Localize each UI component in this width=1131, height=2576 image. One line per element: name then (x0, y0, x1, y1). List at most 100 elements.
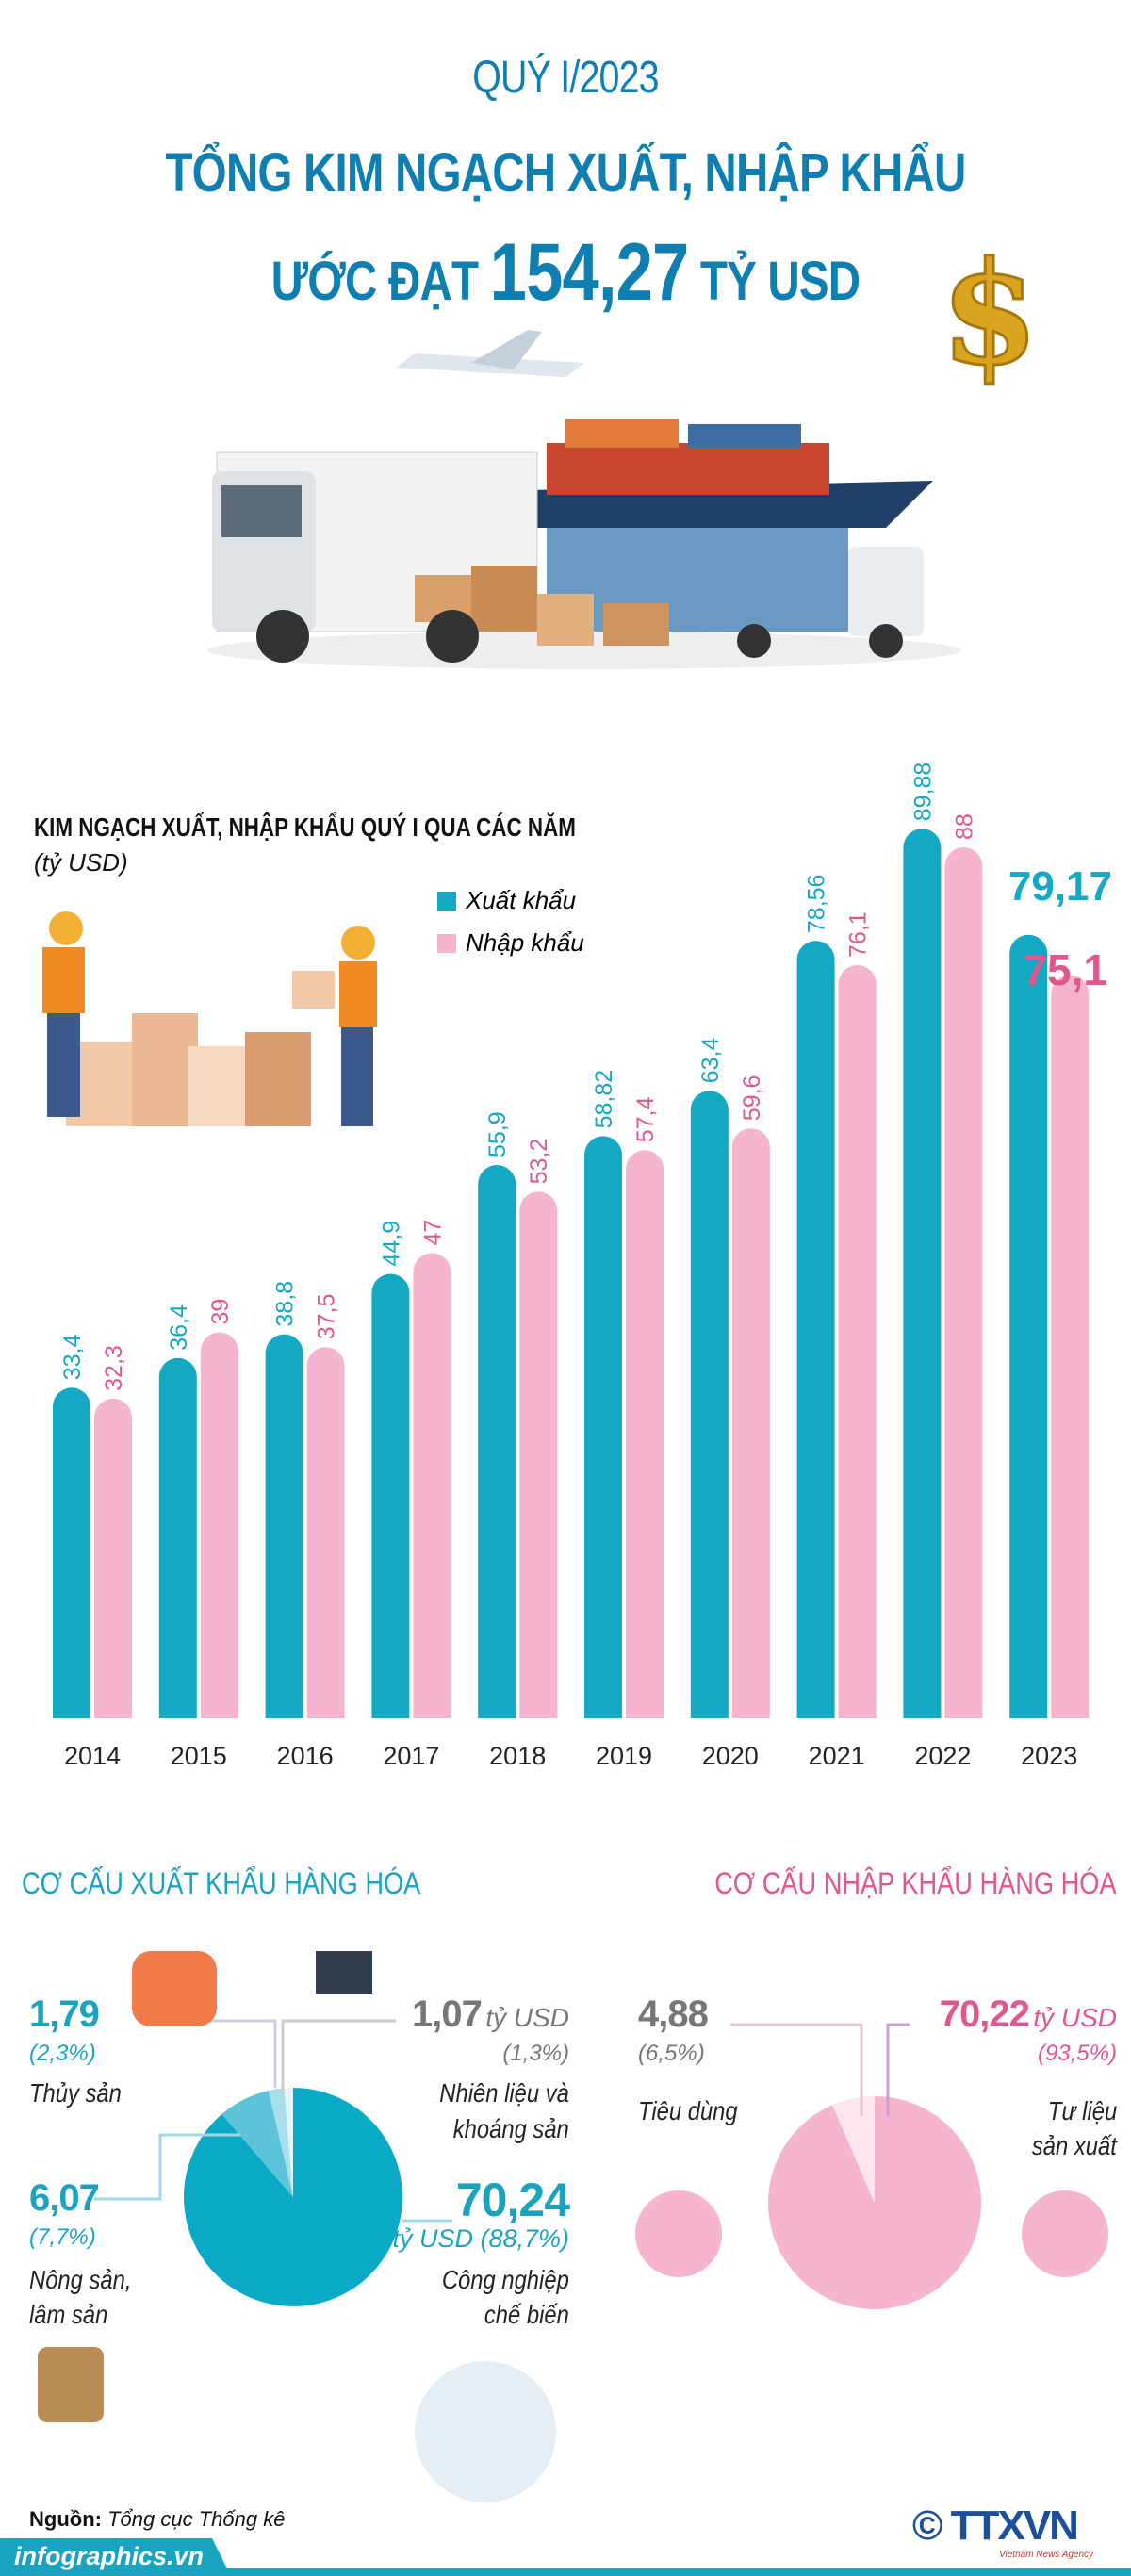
site-band (0, 2538, 231, 2576)
seafood-value: 1,79 (29, 1994, 100, 2035)
legend-swatch-export (437, 892, 456, 911)
chart-unit: (tỷ USD) (34, 848, 128, 877)
agri-label-1: Nông sản, (29, 2265, 132, 2294)
data-label: 55,9 (484, 1111, 511, 1157)
x-tick-label: 2021 (809, 1742, 865, 1770)
site-name[interactable]: infographics.vn (14, 2542, 205, 2570)
bar-export-2021 (796, 941, 835, 1718)
export-pie-slice-0 (184, 2088, 403, 2306)
data-label: 53,2 (526, 1139, 552, 1185)
import-pie-slice-0 (767, 2096, 981, 2309)
bar-export-2020 (690, 1091, 729, 1718)
bar-import-2017 (413, 1253, 451, 1718)
data-label: 76,1 (845, 911, 872, 958)
bar-export-2022 (903, 829, 942, 1718)
data-label: 79,17 (1008, 863, 1112, 910)
data-label: 57,4 (632, 1097, 659, 1143)
data-label: 88 (951, 813, 977, 840)
x-tick-label: 2019 (596, 1742, 652, 1770)
wood-rice-icon (38, 2347, 104, 2422)
export-pie-slice-1 (221, 2090, 293, 2197)
manufacturing-label-2: chế biến (484, 2300, 569, 2329)
period-label: QUÝ I/2023 (472, 53, 659, 103)
workers-illustration (42, 911, 377, 1126)
data-label: 59,6 (739, 1075, 765, 1122)
export-pie-slice-2 (268, 2088, 293, 2197)
import-pie-slice-1 (832, 2096, 875, 2203)
x-tick-label: 2022 (914, 1742, 971, 1770)
fuel-label-2: khoáng sản (452, 2114, 569, 2143)
data-label: 36,4 (166, 1304, 192, 1351)
consumer-label: Tiêu dùng (638, 2096, 738, 2125)
legend-swatch-import (437, 934, 456, 953)
shopping-cart-icon (635, 2190, 722, 2277)
footer-band (0, 2568, 1131, 2576)
x-tick-label: 2018 (489, 1742, 546, 1770)
bar-export-2016 (265, 1334, 303, 1718)
total-value: 154,27 (489, 227, 690, 318)
bar-export-2023 (1009, 934, 1048, 1718)
production-label-2: sản xuất (1032, 2131, 1117, 2160)
consumer-pct: (6,5%) (638, 2041, 705, 2066)
bar-export-2018 (478, 1165, 516, 1718)
fuel-value-row: 1,07 tỷ USD (412, 1994, 569, 2035)
fuel-pct: (1,3%) (502, 2041, 569, 2066)
manufacturing-pct: tỷ USD (88,7%) (392, 2224, 569, 2253)
connector-line (886, 2023, 910, 2116)
seafood-label: Thủy sản (29, 2078, 122, 2108)
transport-illustration (207, 330, 961, 669)
bar-import-2014 (94, 1398, 132, 1718)
data-label: 39 (207, 1299, 234, 1325)
fuel-label-1: Nhiên liệu và (439, 2078, 569, 2108)
bar-import-2019 (626, 1150, 664, 1718)
bar-import-2022 (944, 847, 983, 1718)
page-title: TỔNG KIM NGẠCH XUẤT, NHẬP KHẨU (165, 142, 966, 204)
consumer-value: 4,88 (638, 1994, 709, 2035)
seafood-pct: (2,3%) (29, 2041, 96, 2066)
data-label: 33,4 (59, 1335, 86, 1381)
agri-pct: (7,7%) (29, 2224, 96, 2250)
data-label: 89,88 (910, 763, 936, 822)
data-label: 38,8 (272, 1281, 299, 1327)
coal-cart-icon (316, 1951, 372, 1994)
connector-line (94, 2133, 240, 2201)
export-pie-slice-3 (284, 2088, 293, 2197)
x-tick-label: 2020 (702, 1742, 759, 1770)
manufacturing-value: 70,24 (455, 2174, 570, 2226)
production-label-1: Tư liệu (1047, 2096, 1117, 2125)
bar-export-2019 (584, 1136, 622, 1718)
agri-value: 6,07 (29, 2177, 100, 2219)
x-tick-label: 2016 (277, 1742, 334, 1770)
data-label: 58,82 (591, 1070, 617, 1129)
bar-import-2016 (306, 1347, 345, 1718)
production-value-row: 70,22 tỷ USD (939, 1994, 1117, 2035)
connector-line (281, 2019, 396, 2094)
data-label: 37,5 (314, 1294, 340, 1340)
logo-subtitle: Vietnam News Agency (999, 2550, 1094, 2560)
bar-export-2014 (53, 1387, 90, 1718)
data-label: 78,56 (804, 875, 830, 934)
bar-import-2021 (838, 964, 877, 1718)
data-label: 32,3 (101, 1345, 127, 1391)
data-label: 63,4 (697, 1038, 724, 1084)
production-pct: (93,5%) (1037, 2041, 1117, 2066)
connector-line (151, 2019, 277, 2088)
x-tick-label: 2015 (171, 1742, 227, 1770)
manufacturing-label-1: Công nghiệp (442, 2265, 569, 2294)
data-label: 44,9 (378, 1221, 404, 1267)
bar-export-2015 (158, 1357, 197, 1718)
legend-export: Xuất khẩu (437, 886, 576, 915)
seafood-icon (132, 1951, 217, 2026)
bar-chart: 33,4 32,3 2014 36,4 39 2015 38,8 37,5 2016 44,9 47… (53, 763, 1112, 1770)
data-label: 47 (419, 1220, 446, 1246)
bar-import-2020 (731, 1128, 770, 1718)
industry-icon (415, 2361, 556, 2502)
bar-import-2015 (200, 1332, 238, 1718)
bar-import-2023 (1051, 975, 1090, 1718)
import-structure-title: CƠ CẤU NHẬP KHẨU HÀNG HÓA (714, 1866, 1117, 1900)
ttxvn-logo: © TTXVN (912, 2502, 1079, 2549)
x-tick-label: 2014 (64, 1742, 121, 1770)
dollar-sign-icon: $ (941, 231, 1039, 397)
paper-roll-icon (1022, 2190, 1108, 2277)
